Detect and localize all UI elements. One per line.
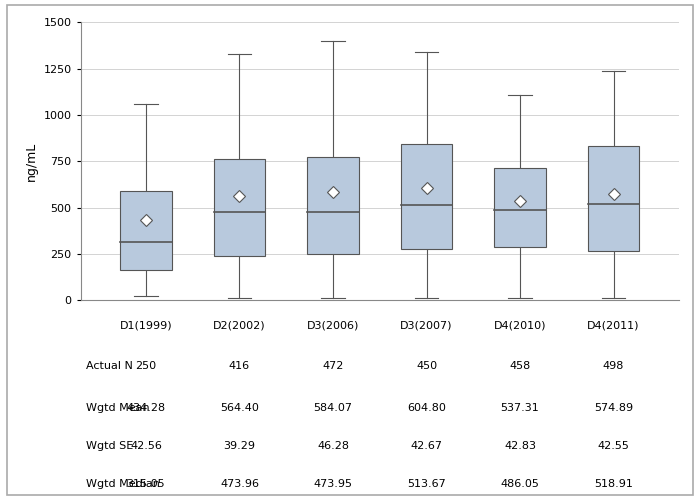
Text: Wgtd SE: Wgtd SE xyxy=(87,440,134,450)
Text: 42.55: 42.55 xyxy=(598,440,629,450)
Text: 46.28: 46.28 xyxy=(317,440,349,450)
FancyBboxPatch shape xyxy=(307,156,358,254)
Text: D3(2007): D3(2007) xyxy=(400,320,453,330)
Text: 416: 416 xyxy=(229,361,250,371)
Text: 315.05: 315.05 xyxy=(127,478,165,488)
Text: 450: 450 xyxy=(416,361,437,371)
Text: Wgtd Mean: Wgtd Mean xyxy=(87,402,150,412)
Text: 518.91: 518.91 xyxy=(594,478,633,488)
Text: 537.31: 537.31 xyxy=(500,402,540,412)
FancyBboxPatch shape xyxy=(401,144,452,249)
Text: 42.67: 42.67 xyxy=(410,440,442,450)
FancyBboxPatch shape xyxy=(588,146,639,251)
Text: Actual N: Actual N xyxy=(87,361,134,371)
Text: 250: 250 xyxy=(135,361,157,371)
Text: 458: 458 xyxy=(510,361,531,371)
Text: 42.56: 42.56 xyxy=(130,440,162,450)
Text: 473.96: 473.96 xyxy=(220,478,259,488)
Y-axis label: ng/mL: ng/mL xyxy=(25,142,38,181)
Text: Wgtd Median: Wgtd Median xyxy=(87,478,160,488)
Text: 574.89: 574.89 xyxy=(594,402,633,412)
Text: 434.28: 434.28 xyxy=(127,402,165,412)
Text: 486.05: 486.05 xyxy=(500,478,540,488)
Text: 472: 472 xyxy=(322,361,344,371)
Text: D1(1999): D1(1999) xyxy=(120,320,172,330)
Text: 564.40: 564.40 xyxy=(220,402,259,412)
Text: 513.67: 513.67 xyxy=(407,478,446,488)
Text: D4(2010): D4(2010) xyxy=(494,320,546,330)
Text: 604.80: 604.80 xyxy=(407,402,446,412)
Text: 584.07: 584.07 xyxy=(314,402,353,412)
Text: 473.95: 473.95 xyxy=(314,478,353,488)
FancyBboxPatch shape xyxy=(494,168,546,248)
Text: D3(2006): D3(2006) xyxy=(307,320,359,330)
FancyBboxPatch shape xyxy=(214,160,265,256)
FancyBboxPatch shape xyxy=(120,191,172,270)
Text: 39.29: 39.29 xyxy=(223,440,256,450)
Text: D4(2011): D4(2011) xyxy=(587,320,640,330)
Text: D2(2002): D2(2002) xyxy=(214,320,266,330)
Text: 498: 498 xyxy=(603,361,624,371)
Text: 42.83: 42.83 xyxy=(504,440,536,450)
